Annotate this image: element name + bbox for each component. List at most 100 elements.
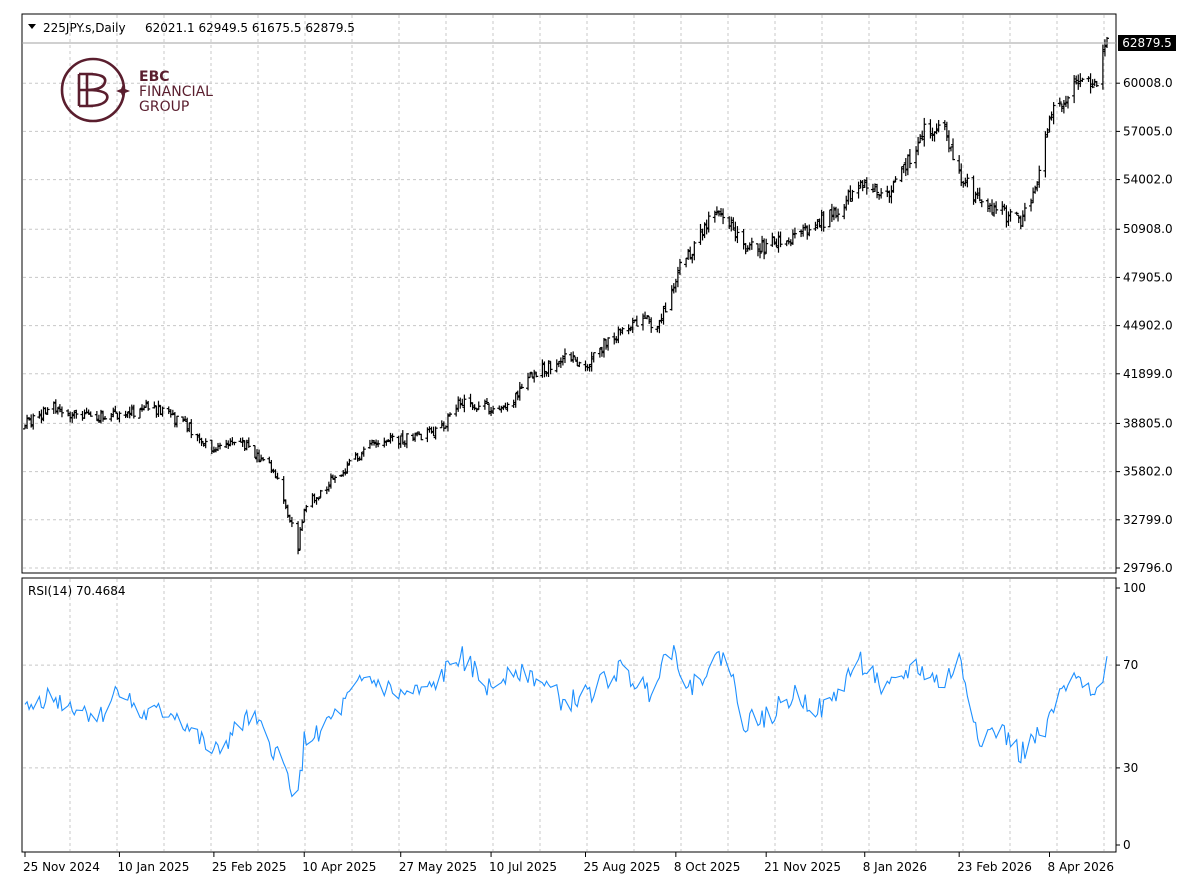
ohlc-bar <box>88 411 93 417</box>
ohlc-bar <box>289 516 294 528</box>
ohlc-bar <box>747 242 752 251</box>
ohlc-bar <box>131 404 136 419</box>
price-tick-label: 47905.0 <box>1123 270 1173 284</box>
ohlc-bar <box>160 406 165 417</box>
ohlc-bar <box>197 433 202 444</box>
ohlc-bar <box>328 473 333 489</box>
ohlc-bar <box>1022 202 1027 222</box>
ohlc-bar <box>864 177 869 195</box>
ohlc-bar <box>801 224 806 237</box>
ohlc-bar <box>156 400 161 417</box>
ohlc-bar <box>472 404 477 411</box>
ohlc-bar <box>686 248 691 261</box>
time-tick-label: 8 Jan 2026 <box>863 860 927 874</box>
ohlc-bar <box>714 206 719 216</box>
ohlc-bar <box>283 499 288 510</box>
ohlc-bar <box>645 315 650 320</box>
ohlc-bar <box>1043 131 1048 178</box>
ohlc-bar <box>400 430 405 445</box>
ohlc-bar <box>31 413 36 430</box>
ohlc-bar <box>562 348 567 364</box>
ohlc-bar <box>858 179 863 189</box>
ohlc-bar <box>965 173 970 188</box>
time-tick-label: 10 Apr 2025 <box>302 860 376 874</box>
logo-eb-mark-icon <box>77 72 109 108</box>
ohlc-bar <box>577 361 582 368</box>
ohlc-bar <box>72 410 77 419</box>
ohlc-bar <box>612 332 617 345</box>
ohlc-bar <box>934 123 939 135</box>
ohlc-bar <box>404 433 409 449</box>
ohlc-bar <box>140 404 145 412</box>
ohlc-bar <box>833 206 838 219</box>
ohlc-bar <box>146 400 151 411</box>
ohlc-bar <box>792 227 797 239</box>
ohlc-bar <box>856 181 861 199</box>
rsi-tick-label: 0 <box>1123 838 1131 852</box>
ohlc-bar <box>103 415 108 420</box>
ohlc-bar <box>45 407 50 415</box>
price-tick-label: 57005.0 <box>1123 124 1173 138</box>
time-tick-label: 8 Oct 2025 <box>674 860 741 874</box>
ohlc-bar <box>799 229 804 238</box>
ohlc-bar <box>427 426 432 433</box>
ohlc-bar <box>413 432 418 442</box>
last-price-tag: 62879.5 <box>22 35 1176 51</box>
ohlc-bar <box>267 456 272 464</box>
logo-text-group: GROUP <box>139 99 189 115</box>
rsi-tick-label: 30 <box>1123 761 1138 775</box>
ohlc-bar <box>556 360 561 368</box>
ohlc-bar <box>1065 95 1070 109</box>
main-grid <box>23 15 1115 572</box>
ebc-logo: EBC FINANCIAL GROUP <box>60 57 213 123</box>
time-axis: 25 Nov 2024 10 Jan 2025 25 Feb 2025 10 Apr … <box>23 852 1114 874</box>
ohlc-bar <box>903 158 908 177</box>
dropdown-triangle-icon[interactable] <box>28 24 36 29</box>
ohlc-bar <box>698 223 703 245</box>
ohlc-bar <box>571 351 576 363</box>
ohlc-bar <box>396 435 401 449</box>
ohlc-bar <box>43 407 48 415</box>
main-pane-frame <box>21 13 1117 574</box>
ohlc-bar <box>505 402 510 412</box>
ohlc-bar <box>936 119 941 133</box>
ohlc-bar <box>1037 165 1042 188</box>
ohlc-bar <box>1016 214 1021 224</box>
ohlc-bar <box>560 355 565 366</box>
ohlc-bar <box>252 445 257 459</box>
ohlc-bar <box>663 302 668 313</box>
symbol-label: 225JPY.s,Daily <box>43 21 126 35</box>
ohlc-bar <box>992 202 997 217</box>
ohlc-bar <box>429 426 434 434</box>
ohlc-bar <box>515 390 520 401</box>
ohlc-bar <box>462 394 467 413</box>
ohlc-bar <box>476 401 481 411</box>
ohlc-bar <box>1047 115 1052 133</box>
time-tick-label: 25 Feb 2025 <box>212 860 287 874</box>
ohlc-bar <box>431 426 436 437</box>
ohlc-bar <box>281 476 286 504</box>
ohlc-bar <box>634 315 639 327</box>
logo-text-financial: FINANCIAL <box>139 84 213 100</box>
ohlc-bar <box>599 346 604 357</box>
ohlc-bar <box>889 185 894 204</box>
ohlc-bar <box>620 327 625 335</box>
ohlc-bar <box>987 202 992 213</box>
ohlc-bar <box>604 339 609 350</box>
ohlc-bar <box>1061 100 1066 114</box>
ohlc-bar <box>152 401 157 409</box>
ohlc-bar <box>842 203 847 220</box>
ohlc-bar <box>879 188 884 199</box>
rsi-tick-label: 70 <box>1123 658 1138 672</box>
ohlc-bar <box>749 237 754 250</box>
ohlc-bar <box>1018 215 1023 230</box>
ohlc-bar <box>439 420 444 429</box>
ohlc-bar <box>948 146 953 152</box>
ohlc-bar <box>957 155 962 174</box>
ohlc-bar <box>460 398 465 407</box>
ohlc-bar <box>528 372 533 378</box>
logo-text-ebc: EBC <box>139 69 170 85</box>
ohlc-bar <box>684 257 689 268</box>
ohlc-bar <box>1014 211 1019 215</box>
